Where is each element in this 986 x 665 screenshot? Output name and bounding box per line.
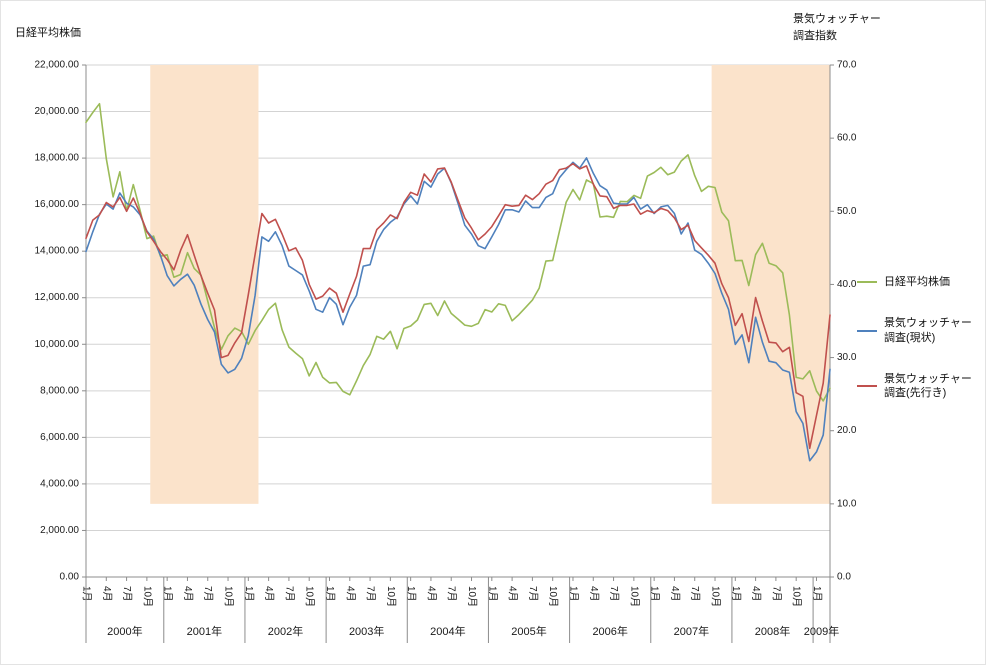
svg-text:20.0: 20.0	[837, 425, 857, 436]
svg-text:14,000.00: 14,000.00	[35, 246, 80, 257]
svg-text:2008年: 2008年	[755, 624, 790, 638]
svg-text:1月: 1月	[324, 586, 336, 602]
svg-text:10月: 10月	[304, 586, 316, 607]
svg-text:7月: 7月	[770, 586, 782, 602]
svg-text:2007年: 2007年	[674, 624, 709, 638]
svg-text:4,000.00: 4,000.00	[40, 478, 79, 489]
svg-text:0.0: 0.0	[837, 572, 851, 583]
svg-text:1月: 1月	[811, 586, 823, 602]
svg-text:4月: 4月	[425, 586, 437, 602]
svg-text:10月: 10月	[385, 586, 397, 607]
svg-text:4月: 4月	[669, 586, 681, 602]
svg-text:7月: 7月	[527, 586, 539, 602]
recession-bands	[150, 65, 830, 504]
svg-text:10月: 10月	[791, 586, 803, 607]
legend-item-watchers-outlook: 景気ウォッチャー 調査(先行き)	[857, 372, 972, 402]
legend-line-nikkei-sample	[857, 281, 877, 284]
svg-text:18,000.00: 18,000.00	[35, 153, 80, 164]
svg-text:10月: 10月	[466, 586, 478, 607]
right-axis-title: 景気ウォッチャー 調査指数	[793, 13, 881, 42]
svg-text:1月: 1月	[162, 586, 174, 602]
legend-label-nikkei: 日経平均株価	[884, 276, 950, 288]
svg-text:2004年: 2004年	[430, 624, 465, 638]
svg-text:12,000.00: 12,000.00	[35, 292, 80, 303]
svg-text:2002年: 2002年	[268, 624, 303, 638]
svg-text:1月: 1月	[730, 586, 742, 602]
svg-text:1月: 1月	[405, 586, 417, 602]
x-axis-month-labels: 1月 4月 7月 10月 1月 4月 7月 10月 1月 4月 7月 10月 1月 4月 7月 10月 1月 4月…	[81, 577, 823, 607]
svg-text:10月: 10月	[547, 586, 559, 607]
svg-text:7月: 7月	[689, 586, 701, 602]
svg-text:10月: 10月	[628, 586, 640, 607]
svg-text:4月: 4月	[263, 586, 275, 602]
svg-text:7月: 7月	[446, 586, 458, 602]
svg-text:6,000.00: 6,000.00	[40, 432, 79, 443]
series-line-1	[85, 157, 831, 462]
svg-text:40.0: 40.0	[837, 279, 857, 290]
svg-text:16,000.00: 16,000.00	[35, 199, 80, 210]
legend-item-nikkei: 日経平均株価	[857, 275, 972, 290]
svg-text:50.0: 50.0	[837, 206, 857, 217]
svg-text:4月: 4月	[588, 586, 600, 602]
svg-text:20,000.00: 20,000.00	[35, 106, 80, 117]
svg-text:1月: 1月	[649, 586, 661, 602]
right-axis-labels: 0.0 10.0 20.0 30.0 40.0 50.0 60.0 70.0	[830, 60, 857, 583]
svg-text:1月: 1月	[243, 586, 255, 602]
svg-text:30.0: 30.0	[837, 352, 857, 363]
svg-text:7月: 7月	[202, 586, 214, 602]
svg-text:7月: 7月	[365, 586, 377, 602]
svg-text:7月: 7月	[121, 586, 133, 602]
series-line-0	[85, 102, 831, 402]
legend-line-watchers-outlook-sample	[857, 385, 877, 388]
svg-text:2006年: 2006年	[592, 624, 627, 638]
svg-text:10月: 10月	[223, 586, 235, 607]
x-axis-year-labels: 2000年 2001年 2002年 2003年 2004年 2005年 2006年 2007年…	[85, 577, 839, 643]
left-axis-labels: 0.00 2,000.00 4,000.00 6,000.00 8,000.00 10,0…	[35, 60, 86, 583]
svg-text:4月: 4月	[750, 586, 762, 602]
svg-text:60.0: 60.0	[837, 133, 857, 144]
svg-text:10,000.00: 10,000.00	[35, 339, 80, 350]
legend-item-watchers-current: 景気ウォッチャー 調査(現状)	[857, 316, 972, 346]
svg-text:2003年: 2003年	[349, 624, 384, 638]
chart-legend: 日経平均株価 景気ウォッチャー 調査(現状) 景気ウォッチャー 調査(先行き)	[857, 275, 972, 401]
svg-text:0.00: 0.00	[60, 572, 80, 583]
svg-text:2009年: 2009年	[804, 624, 839, 638]
svg-text:2,000.00: 2,000.00	[40, 525, 79, 536]
svg-text:7月: 7月	[608, 586, 620, 602]
left-axis-title: 日経平均株価	[15, 27, 81, 39]
svg-text:4月: 4月	[507, 586, 519, 602]
svg-text:2001年: 2001年	[187, 624, 222, 638]
svg-text:22,000.00: 22,000.00	[35, 60, 80, 71]
svg-text:10.0: 10.0	[837, 498, 857, 509]
svg-text:7月: 7月	[283, 586, 295, 602]
svg-text:1月: 1月	[567, 586, 579, 602]
svg-text:4月: 4月	[101, 586, 113, 602]
svg-text:2005年: 2005年	[511, 624, 546, 638]
legend-line-watchers-current-sample	[857, 329, 877, 332]
svg-text:2000年: 2000年	[107, 624, 142, 638]
svg-text:10月: 10月	[710, 586, 722, 607]
svg-text:4月: 4月	[182, 586, 194, 602]
svg-text:1月: 1月	[486, 586, 498, 602]
legend-label-watchers-outlook: 景気ウォッチャー 調査(先行き)	[884, 372, 972, 400]
series-line-2	[85, 162, 831, 450]
svg-text:8,000.00: 8,000.00	[40, 385, 79, 396]
svg-text:70.0: 70.0	[837, 60, 857, 71]
svg-text:10月: 10月	[141, 586, 153, 607]
legend-label-watchers-current: 景気ウォッチャー 調査(現状)	[884, 316, 972, 344]
svg-text:4月: 4月	[344, 586, 356, 602]
